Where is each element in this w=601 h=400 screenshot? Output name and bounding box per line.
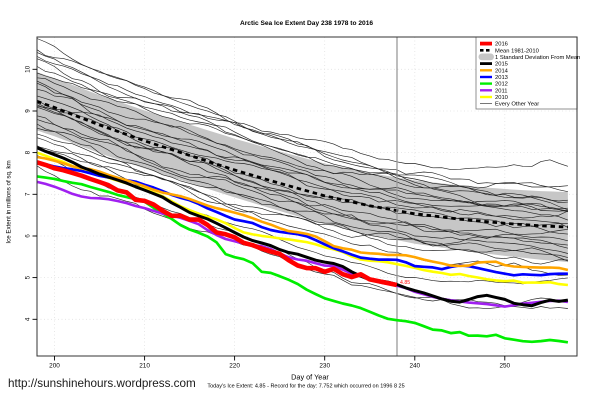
svg-text:Day of Year: Day of Year [291, 373, 329, 382]
svg-text:8: 8 [25, 150, 32, 154]
svg-text:6: 6 [25, 234, 32, 238]
svg-text:Every Other Year: Every Other Year [495, 102, 539, 108]
svg-text:220: 220 [229, 363, 240, 370]
svg-text:Arctic Sea Ice Extent Day 238: Arctic Sea Ice Extent Day 238 1978 to 20… [240, 20, 373, 27]
svg-text:2013: 2013 [495, 75, 508, 81]
svg-text:1 Standard Deviation From Mean: 1 Standard Deviation From Mean [495, 55, 580, 61]
svg-text:Mean 1981-2010: Mean 1981-2010 [495, 48, 539, 54]
svg-text:Ice Extent in millions of sq.: Ice Extent in millions of sq. km [6, 160, 13, 243]
svg-text:4.85: 4.85 [400, 280, 410, 286]
svg-text:240: 240 [409, 363, 420, 370]
svg-text:http://sunshinehours.wordpress: http://sunshinehours.wordpress.com [8, 377, 196, 390]
svg-text:200: 200 [49, 363, 60, 370]
svg-text:2010: 2010 [495, 95, 508, 101]
svg-text:7: 7 [25, 192, 32, 196]
svg-text:10: 10 [25, 65, 32, 73]
svg-text:2015: 2015 [495, 62, 508, 68]
svg-text:230: 230 [319, 363, 330, 370]
svg-text:Today's Ice Extent: 4.85 - Re: Today's Ice Extent: 4.85 - Record for th… [207, 384, 404, 390]
svg-text:5: 5 [25, 275, 32, 279]
svg-text:250: 250 [499, 363, 510, 370]
svg-text:2012: 2012 [495, 82, 508, 88]
svg-text:4: 4 [25, 317, 32, 321]
svg-text:2014: 2014 [495, 68, 509, 74]
svg-text:2016: 2016 [495, 42, 508, 48]
svg-text:2011: 2011 [495, 88, 507, 94]
svg-text:210: 210 [139, 363, 150, 370]
svg-text:9: 9 [25, 109, 32, 113]
